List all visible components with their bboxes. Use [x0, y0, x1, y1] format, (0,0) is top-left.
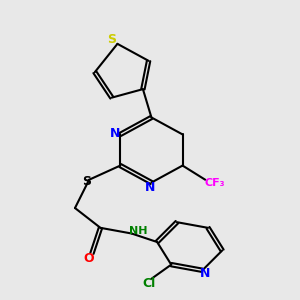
Text: S: S	[107, 33, 116, 46]
Text: O: O	[84, 252, 94, 265]
Text: N: N	[145, 181, 155, 194]
Text: NH: NH	[129, 226, 147, 236]
Text: Cl: Cl	[142, 277, 155, 290]
Text: N: N	[110, 127, 120, 140]
Text: S: S	[82, 175, 91, 188]
Text: CF₃: CF₃	[205, 178, 225, 188]
Text: N: N	[200, 267, 210, 280]
